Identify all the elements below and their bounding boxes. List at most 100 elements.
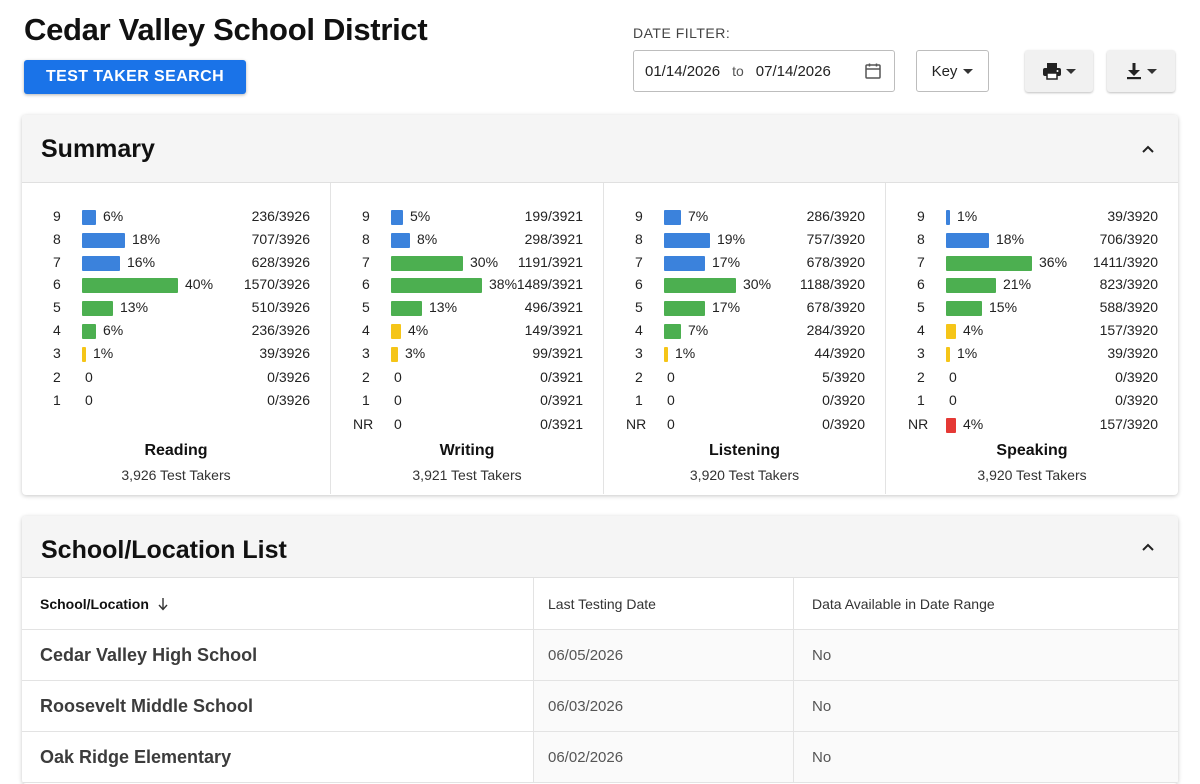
score-percent: 0 xyxy=(85,392,93,408)
calendar-icon[interactable] xyxy=(864,62,882,80)
score-count: 5/3920 xyxy=(822,369,865,385)
summary-title: Summary xyxy=(41,135,155,163)
score-count: 157/3920 xyxy=(1099,416,1158,432)
score-count: 149/3921 xyxy=(524,322,583,338)
score-label: 3 xyxy=(635,345,643,361)
column-header-last-testing-date[interactable]: Last Testing Date xyxy=(533,578,793,629)
score-count: 39/3926 xyxy=(259,345,310,361)
school-name[interactable]: Oak Ridge Elementary xyxy=(40,746,232,767)
score-bar xyxy=(664,278,736,293)
score-percent: 0 xyxy=(667,392,675,408)
score-row: 3 1% 44/3920 xyxy=(604,344,885,364)
table-row[interactable]: Roosevelt Middle School 06/03/2026 No xyxy=(22,681,1178,732)
score-bar xyxy=(391,210,403,225)
score-label: 9 xyxy=(53,208,61,224)
score-percent: 6% xyxy=(103,208,124,224)
score-percent: 19% xyxy=(717,231,746,247)
score-count: 298/3921 xyxy=(524,231,583,247)
download-button[interactable] xyxy=(1107,50,1175,92)
school-list-panel: School/Location List School/Location Las… xyxy=(22,516,1178,784)
score-bar xyxy=(664,256,705,271)
chevron-up-icon[interactable] xyxy=(1140,539,1156,555)
score-percent: 18% xyxy=(996,231,1025,247)
column-header-data-available[interactable]: Data Available in Date Range xyxy=(793,578,1178,629)
score-percent: 0 xyxy=(667,369,675,385)
print-button[interactable] xyxy=(1025,50,1093,92)
section-name: Listening xyxy=(708,442,781,459)
score-count: 284/3920 xyxy=(806,322,865,338)
score-bar xyxy=(946,210,950,225)
test-taker-search-button[interactable]: TEST TAKER SEARCH xyxy=(24,60,246,94)
score-bar xyxy=(82,301,113,316)
date-range-field[interactable]: 01/14/2026 to 07/14/2026 xyxy=(633,50,895,92)
test-takers-count: 3,920 Test Takers xyxy=(977,467,1087,483)
key-label: Key xyxy=(931,62,958,80)
key-dropdown[interactable]: Key xyxy=(916,50,989,92)
column-header-school[interactable]: School/Location xyxy=(22,578,533,629)
score-row: 9 7% 286/3920 xyxy=(604,207,885,227)
score-count: 628/3926 xyxy=(251,254,310,270)
table-row[interactable]: Oak Ridge Elementary 06/02/2026 No xyxy=(22,732,1178,783)
score-row: 7 16% 628/3926 xyxy=(22,253,330,273)
score-row: 5 13% 510/3926 xyxy=(22,298,330,318)
school-list-header[interactable]: School/Location List xyxy=(22,516,1178,578)
score-row: NR 0 0/3921 xyxy=(331,415,603,435)
score-row: 3 1% 39/3920 xyxy=(886,344,1178,364)
score-percent: 1% xyxy=(93,345,114,361)
data-available: No xyxy=(793,630,1178,680)
score-label: 3 xyxy=(53,345,61,361)
table-row[interactable]: Cedar Valley High School 06/05/2026 No xyxy=(22,630,1178,681)
score-row: NR 0 0/3920 xyxy=(604,415,885,435)
score-bar xyxy=(946,256,1032,271)
score-label: 7 xyxy=(635,254,643,270)
score-count: 706/3920 xyxy=(1099,231,1158,247)
section-name: Speaking xyxy=(996,442,1068,459)
score-count: 0/3921 xyxy=(540,369,583,385)
score-row: 6 21% 823/3920 xyxy=(886,275,1178,295)
score-label: 5 xyxy=(635,299,643,315)
score-label: 7 xyxy=(917,254,925,270)
score-count: 99/3921 xyxy=(532,345,583,361)
score-count: 0/3920 xyxy=(822,416,865,432)
score-percent: 17% xyxy=(712,299,741,315)
date-to[interactable]: 07/14/2026 xyxy=(755,62,831,80)
score-percent: 8% xyxy=(417,231,438,247)
score-label: 2 xyxy=(362,369,370,385)
score-label: NR xyxy=(626,416,647,432)
school-name[interactable]: Cedar Valley High School xyxy=(40,644,258,665)
score-count: 0/3926 xyxy=(267,369,310,385)
score-row: 4 7% 284/3920 xyxy=(604,321,885,341)
score-row: 7 17% 678/3920 xyxy=(604,253,885,273)
score-row: 2 0 0/3926 xyxy=(22,368,330,388)
score-bar xyxy=(946,278,996,293)
school-name[interactable]: Roosevelt Middle School xyxy=(40,695,254,716)
score-label: NR xyxy=(353,416,374,432)
score-label: 9 xyxy=(635,208,643,224)
score-row: 6 40% 1570/3926 xyxy=(22,275,330,295)
score-count: 823/3920 xyxy=(1099,276,1158,292)
summary-header[interactable]: Summary xyxy=(22,115,1178,183)
score-label: 6 xyxy=(917,276,925,292)
score-bar xyxy=(664,347,668,362)
score-label: 4 xyxy=(53,322,61,338)
date-from[interactable]: 01/14/2026 xyxy=(645,62,721,80)
score-bar xyxy=(664,324,681,339)
summary-column-reading: 9 6% 236/3926 8 18% 707/3926 7 16% 628/3926 6 40% 1… xyxy=(22,183,331,494)
summary-column-speaking: 9 1% 39/3920 8 18% 706/3920 7 36% 1411/3920 6 21% 8… xyxy=(886,183,1178,494)
score-percent: 15% xyxy=(989,299,1018,315)
chevron-up-icon[interactable] xyxy=(1140,141,1156,157)
score-bar xyxy=(391,347,398,362)
score-bar xyxy=(82,210,96,225)
score-percent: 7% xyxy=(688,208,709,224)
arrow-down-icon[interactable] xyxy=(157,597,169,611)
score-count: 0/3921 xyxy=(540,416,583,432)
summary-panel: Summary 9 6% 236/3926 8 18% 707/3926 7 16% 628/3… xyxy=(22,115,1178,495)
score-label: NR xyxy=(908,416,929,432)
score-label: 2 xyxy=(53,369,61,385)
score-row: 1 0 0/3920 xyxy=(604,391,885,411)
caret-down-icon xyxy=(1066,68,1076,74)
score-label: 4 xyxy=(635,322,643,338)
score-count: 0/3921 xyxy=(540,392,583,408)
score-label: 7 xyxy=(53,254,61,270)
score-label: 4 xyxy=(917,322,925,338)
